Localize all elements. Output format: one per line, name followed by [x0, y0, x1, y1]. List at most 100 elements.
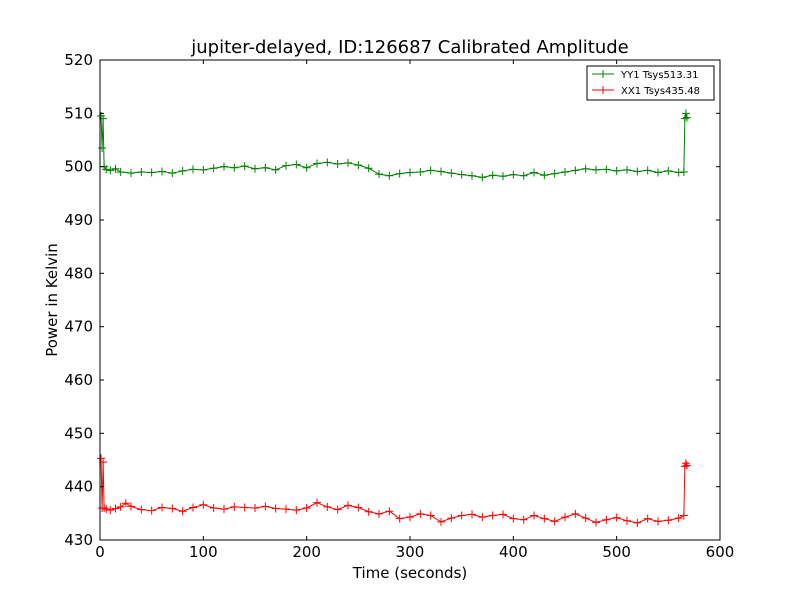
data-point-xx1-tsys435-48-65	[681, 459, 690, 468]
data-point-xx1-tsys435-48-49	[540, 514, 549, 523]
data-point-yy1-tsys513-31-6	[111, 164, 120, 173]
data-point-yy1-tsys513-31-46	[519, 171, 528, 180]
data-point-xx1-tsys435-48-17	[209, 504, 218, 512]
data-point-xx1-tsys435-48-47	[519, 515, 528, 524]
x-tick-label-400: 400	[499, 543, 528, 561]
data-point-xx1-tsys435-48-33	[375, 509, 383, 518]
data-point-yy1-tsys513-31-16	[209, 164, 218, 173]
data-point-yy1-tsys513-31-13	[178, 166, 187, 175]
data-point-yy1-tsys513-31-26	[313, 159, 321, 168]
data-point-yy1-tsys513-31-44	[499, 172, 507, 181]
y-axis-ticks: 430 440 450 460 470 480 490 500 510 520	[64, 51, 720, 549]
data-point-yy1-tsys513-31-33	[385, 171, 394, 180]
y-tick-label-520: 520	[64, 51, 93, 69]
y-tick-label-480: 480	[64, 264, 93, 282]
data-point-xx1-tsys435-48-63	[679, 511, 688, 520]
data-point-yy1-tsys513-31-7	[116, 168, 125, 176]
y-tick-label-500: 500	[64, 158, 93, 176]
data-point-yy1-tsys513-31-10	[147, 168, 156, 177]
data-point-yy1-tsys513-31-58	[643, 166, 652, 175]
x-tick-label-100: 100	[189, 543, 218, 561]
data-point-xx1-tsys435-48-34	[385, 507, 394, 516]
y-tick-label-440: 440	[64, 478, 93, 496]
data-point-xx1-tsys435-48-14	[178, 507, 187, 516]
data-point-xx1-tsys435-48-4	[102, 505, 111, 514]
data-point-xx1-tsys435-48-29	[333, 505, 342, 514]
data-point-yy1-tsys513-31-11	[158, 167, 166, 176]
data-point-yy1-tsys513-31-37	[426, 166, 435, 175]
data-point-yy1-tsys513-31-15	[199, 165, 208, 174]
x-tick-label-0: 0	[95, 543, 105, 561]
data-point-xx1-tsys435-48-32	[364, 507, 373, 516]
data-point-xx1-tsys435-48-37	[416, 509, 425, 518]
data-point-xx1-tsys435-48-40	[447, 514, 456, 523]
data-point-yy1-tsys513-31-59	[654, 168, 662, 177]
data-point-yy1-tsys513-31-28	[333, 160, 342, 168]
legend-entries: YY1 Tsys513.31 XX1 Tsys435.48	[592, 70, 700, 97]
data-point-yy1-tsys513-31-12	[168, 169, 177, 178]
data-point-yy1-tsys513-31-20	[251, 164, 259, 173]
data-point-xx1-tsys435-48-53	[581, 514, 590, 523]
data-point-yy1-tsys513-31-19	[240, 162, 249, 171]
data-point-yy1-tsys513-31-65	[682, 113, 691, 122]
y-tick-label-450: 450	[64, 424, 93, 442]
data-point-xx1-tsys435-48-21	[251, 504, 259, 512]
data-point-xx1-tsys435-48-55	[602, 515, 611, 524]
data-point-xx1-tsys435-48-0	[97, 454, 106, 463]
data-point-yy1-tsys513-31-8	[127, 169, 135, 178]
data-point-xx1-tsys435-48-11	[147, 506, 156, 515]
y-tick-label-460: 460	[64, 371, 93, 389]
data-point-xx1-tsys435-48-12	[158, 503, 166, 512]
data-point-yy1-tsys513-31-60	[664, 166, 673, 175]
data-point-yy1-tsys513-31-1	[98, 144, 107, 152]
data-point-yy1-tsys513-31-53	[592, 165, 600, 174]
data-point-xx1-tsys435-48-5	[106, 506, 115, 515]
data-point-xx1-tsys435-48-23	[271, 504, 280, 513]
data-point-xx1-tsys435-48-6	[111, 504, 120, 513]
data-point-xx1-tsys435-48-51	[561, 513, 569, 522]
data-point-xx1-tsys435-48-42	[468, 510, 476, 519]
data-point-xx1-tsys435-48-39	[437, 517, 445, 526]
data-point-yy1-tsys513-31-57	[633, 167, 642, 176]
data-point-xx1-tsys435-48-24	[282, 505, 290, 514]
data-point-yy1-tsys513-31-34	[395, 169, 404, 178]
data-point-yy1-tsys513-31-52	[581, 164, 590, 173]
data-point-yy1-tsys513-31-5	[106, 166, 115, 175]
data-point-yy1-tsys513-31-41	[468, 171, 476, 180]
data-point-yy1-tsys513-31-48	[540, 171, 549, 180]
data-point-xx1-tsys435-48-45	[499, 510, 507, 519]
data-point-xx1-tsys435-48-48	[530, 511, 538, 520]
data-point-xx1-tsys435-48-7	[116, 502, 125, 511]
data-point-xx1-tsys435-48-46	[509, 514, 518, 523]
x-axis-ticks: 0 100 200 300 400 500 600	[95, 60, 734, 561]
data-point-xx1-tsys435-48-20	[240, 503, 249, 512]
data-point-xx1-tsys435-48-36	[406, 513, 414, 522]
data-point-xx1-tsys435-48-25	[292, 506, 301, 515]
data-point-yy1-tsys513-31-30	[354, 161, 363, 170]
data-point-yy1-tsys513-31-4	[102, 165, 111, 174]
data-point-xx1-tsys435-48-22	[261, 502, 270, 511]
data-point-xx1-tsys435-48-9	[127, 502, 135, 511]
data-point-xx1-tsys435-48-15	[189, 503, 197, 512]
x-tick-label-600: 600	[706, 543, 735, 561]
data-point-xx1-tsys435-48-13	[168, 504, 177, 513]
x-tick-label-300: 300	[396, 543, 425, 561]
data-point-yy1-tsys513-31-45	[509, 170, 518, 179]
data-point-yy1-tsys513-31-47	[530, 168, 538, 177]
data-point-yy1-tsys513-31-14	[189, 165, 197, 174]
data-point-yy1-tsys513-31-62	[679, 168, 688, 176]
data-point-xx1-tsys435-48-18	[220, 505, 228, 514]
data-point-xx1-tsys435-48-38	[426, 511, 435, 520]
data-point-xx1-tsys435-48-35	[395, 514, 404, 523]
data-point-xx1-tsys435-48-54	[592, 518, 600, 527]
legend-label-yy1-tsys513-31: YY1 Tsys513.31	[620, 70, 699, 81]
data-point-xx1-tsys435-48-30	[344, 501, 352, 510]
data-point-xx1-tsys435-48-59	[643, 514, 652, 523]
data-point-yy1-tsys513-31-54	[602, 165, 611, 174]
data-point-yy1-tsys513-31-56	[623, 165, 631, 174]
data-point-xx1-tsys435-48-60	[654, 517, 662, 526]
data-point-yy1-tsys513-31-9	[137, 168, 146, 176]
legend-label-xx1-tsys435-48: XX1 Tsys435.48	[621, 86, 700, 97]
data-point-xx1-tsys435-48-44	[488, 511, 497, 520]
